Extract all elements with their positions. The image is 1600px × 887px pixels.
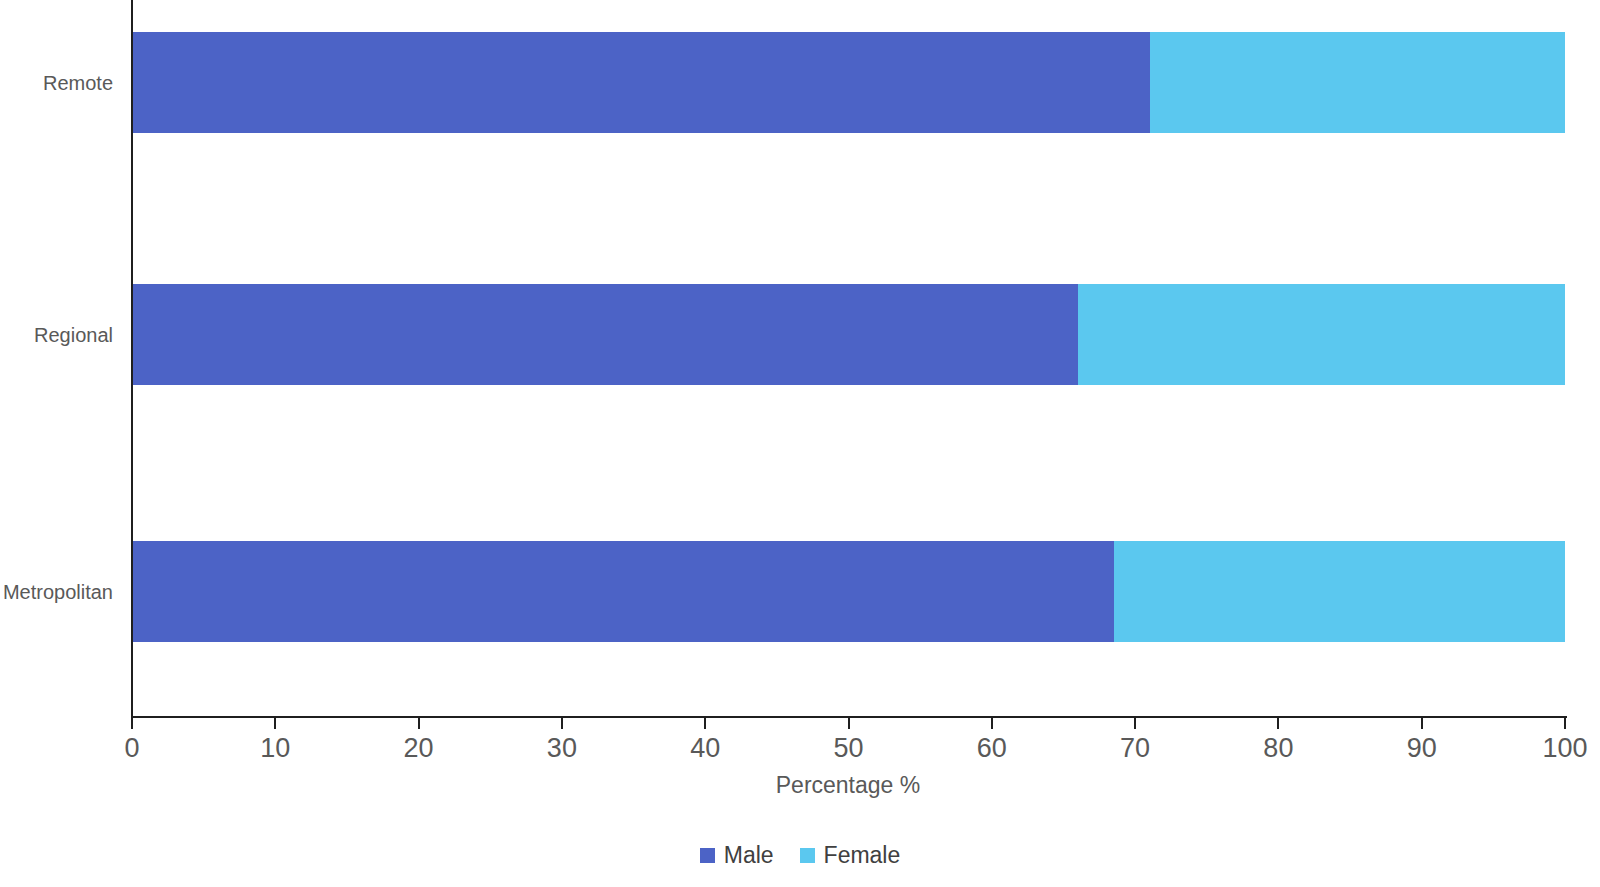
x-tick-label: 90 <box>1382 733 1462 764</box>
legend-item-male: Male <box>700 842 774 869</box>
x-tick-mark <box>704 716 706 729</box>
x-tick-label: 100 <box>1525 733 1600 764</box>
bar-row-metropolitan <box>133 541 1565 642</box>
category-label-regional: Regional <box>0 323 113 346</box>
x-tick-label: 10 <box>235 733 315 764</box>
bar-segment-female <box>1150 32 1565 133</box>
x-tick-mark <box>1564 716 1566 729</box>
x-tick-mark <box>1277 716 1279 729</box>
bar-segment-male <box>133 32 1150 133</box>
legend-item-female: Female <box>800 842 901 869</box>
x-tick-label: 70 <box>1095 733 1175 764</box>
x-tick-label: 50 <box>809 733 889 764</box>
legend-label-male: Male <box>724 842 774 869</box>
x-tick-label: 20 <box>379 733 459 764</box>
legend-label-female: Female <box>824 842 901 869</box>
legend-swatch-female <box>800 848 815 863</box>
bar-segment-male <box>133 284 1078 385</box>
bar-segment-male <box>133 541 1114 642</box>
x-tick-label: 80 <box>1238 733 1318 764</box>
bar-row-regional <box>133 284 1565 385</box>
x-tick-mark <box>131 716 133 729</box>
stacked-bar-chart: Remote Regional Metropolitan 0 10 20 30 40 50 60… <box>0 0 1600 887</box>
x-tick-label: 0 <box>92 733 172 764</box>
bar-segment-female <box>1078 284 1565 385</box>
x-tick-label: 30 <box>522 733 602 764</box>
x-tick-mark <box>418 716 420 729</box>
x-tick-label: 40 <box>665 733 745 764</box>
category-label-metropolitan: Metropolitan <box>0 580 113 603</box>
legend-swatch-male <box>700 848 715 863</box>
x-axis-title: Percentage % <box>131 772 1565 799</box>
category-label-remote: Remote <box>0 71 113 94</box>
x-tick-mark <box>274 716 276 729</box>
bar-row-remote <box>133 32 1565 133</box>
bar-segment-female <box>1114 541 1565 642</box>
x-tick-mark <box>848 716 850 729</box>
x-tick-mark <box>561 716 563 729</box>
x-tick-mark <box>991 716 993 729</box>
x-tick-label: 60 <box>952 733 1032 764</box>
x-tick-mark <box>1134 716 1136 729</box>
x-tick-mark <box>1421 716 1423 729</box>
legend: Male Female <box>0 842 1600 869</box>
